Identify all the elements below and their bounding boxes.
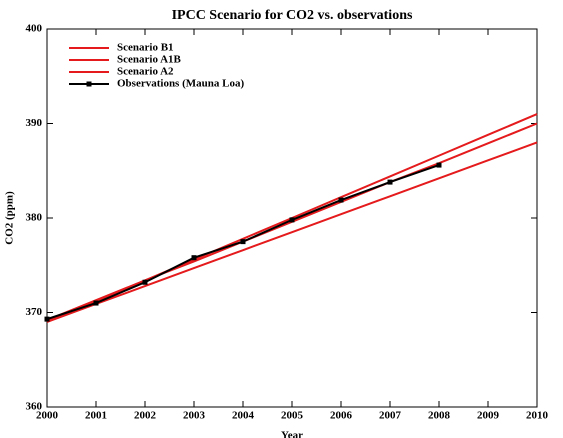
x-tick-label: 2010 xyxy=(526,410,549,422)
x-tick-label: 2003 xyxy=(183,410,206,422)
marker xyxy=(338,197,344,203)
marker xyxy=(240,239,246,245)
x-tick-label: 2004 xyxy=(232,410,255,422)
y-tick-label: 360 xyxy=(26,401,43,413)
y-axis-label: CO2 (ppm) xyxy=(4,191,16,245)
y-tick-label: 400 xyxy=(26,23,43,35)
x-axis-label: Year xyxy=(281,430,303,438)
marker xyxy=(142,279,148,285)
series-line xyxy=(46,141,538,323)
x-tick-label: 2000 xyxy=(36,410,59,422)
x-tick-label: 2006 xyxy=(330,410,353,422)
y-tick-label: 370 xyxy=(26,306,43,318)
y-tick-label: 380 xyxy=(26,212,43,224)
legend-label: Scenario B1 xyxy=(117,42,174,54)
marker xyxy=(387,179,393,185)
marker xyxy=(436,162,442,168)
marker xyxy=(289,217,295,223)
legend-marker xyxy=(86,81,92,87)
x-tick-label: 2005 xyxy=(281,410,304,422)
x-tick-label: 2002 xyxy=(134,410,157,422)
x-tick-label: 2009 xyxy=(477,410,500,422)
x-tick-label: 2001 xyxy=(85,410,107,422)
legend-label: Scenario A2 xyxy=(117,66,174,78)
y-tick-label: 390 xyxy=(26,117,43,129)
legend-label: Observations (Mauna Loa) xyxy=(117,78,244,90)
marker xyxy=(44,316,50,322)
chart-title: IPCC Scenario for CO2 vs. observations xyxy=(172,8,413,23)
marker xyxy=(191,255,197,261)
x-tick-label: 2008 xyxy=(428,410,451,422)
legend-label: Scenario A1B xyxy=(117,54,182,66)
x-tick-label: 2007 xyxy=(379,410,402,422)
marker xyxy=(93,300,99,306)
